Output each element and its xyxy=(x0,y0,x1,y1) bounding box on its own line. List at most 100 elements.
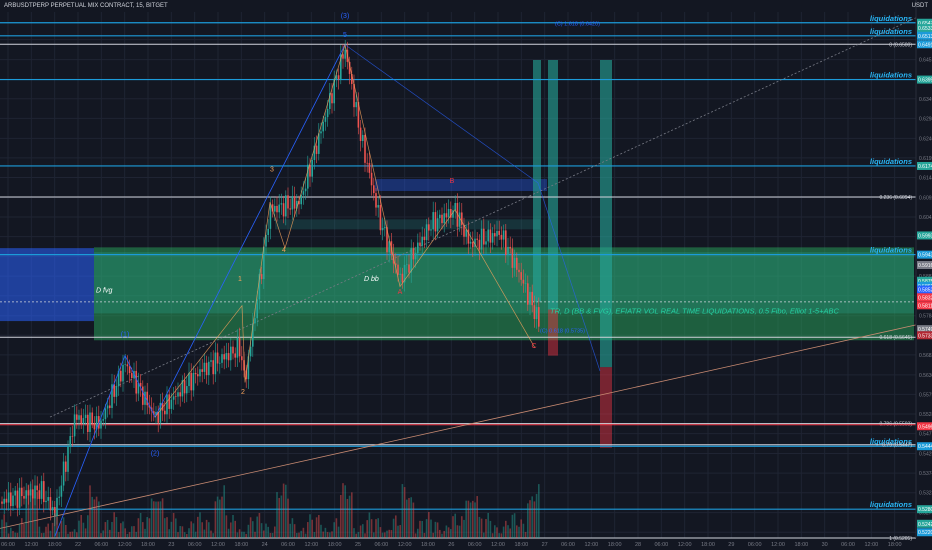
candle-body xyxy=(49,497,52,511)
candle-body xyxy=(291,196,294,210)
candle-body xyxy=(344,49,346,59)
candle-body xyxy=(144,391,146,405)
volume-bar xyxy=(234,520,236,538)
volume-bar xyxy=(340,494,342,538)
volume-bar xyxy=(76,532,78,538)
candle-body xyxy=(357,102,360,128)
volume-bar xyxy=(115,517,118,538)
volume-bar xyxy=(516,525,518,538)
candle-body xyxy=(487,229,489,242)
candle-body xyxy=(223,354,225,360)
volume-bar xyxy=(260,523,263,538)
x-tick-label: 25 xyxy=(355,542,361,548)
candle-body xyxy=(93,423,96,430)
volume-bar xyxy=(190,521,192,538)
candle-body xyxy=(168,394,170,409)
volume-bar xyxy=(232,514,234,538)
volume-bar xyxy=(450,529,452,538)
y-tick-label: 0.6195 xyxy=(919,156,932,162)
volume-bar xyxy=(344,485,346,538)
candle-body xyxy=(71,436,74,437)
volume-bar xyxy=(333,522,335,538)
volume-bar xyxy=(293,524,296,538)
volume-bar xyxy=(434,521,437,538)
volume-bar xyxy=(359,525,362,538)
candle-body xyxy=(318,133,320,154)
volume-bar xyxy=(230,522,232,538)
candle-body xyxy=(447,208,450,218)
candle-body xyxy=(276,205,278,213)
x-tick-label: 12:00 xyxy=(211,542,225,548)
volume-bar xyxy=(62,517,65,538)
candle-body xyxy=(388,241,390,253)
candle-body xyxy=(269,204,272,229)
volume-bar xyxy=(25,498,27,538)
candle-body xyxy=(507,246,509,255)
fib-label: 0 (0.6500) xyxy=(889,42,912,48)
volume-bar xyxy=(80,514,82,538)
candle-body xyxy=(368,162,371,173)
candle-body xyxy=(153,411,155,415)
volume-bar xyxy=(496,527,498,538)
target-label: (C) 0.618 (0.5735) xyxy=(540,329,585,335)
x-tick-label: 06:00 xyxy=(281,542,295,548)
candle-body xyxy=(21,487,23,497)
volume-bar xyxy=(388,529,390,538)
volume-bar xyxy=(12,530,14,538)
analysis-annotation: TR, D (BB & FVG), EFIATR VOL REAL TIME L… xyxy=(550,306,839,315)
price-tag-bg xyxy=(917,331,932,340)
volume-bar xyxy=(509,528,511,538)
volume-bar xyxy=(32,495,34,538)
x-tick-label: 18:00 xyxy=(141,542,155,548)
volume-bar xyxy=(47,523,49,538)
candle-body xyxy=(80,415,82,424)
volume-bar xyxy=(148,518,151,538)
volume-bar xyxy=(373,532,375,538)
volume-bar xyxy=(131,526,133,538)
candle-body xyxy=(265,234,267,247)
volume-bar xyxy=(69,531,71,538)
candle-body xyxy=(157,411,159,423)
volume-bar xyxy=(485,519,487,538)
volume-bar xyxy=(478,516,481,538)
order-block-box xyxy=(375,179,547,192)
volume-bar xyxy=(168,529,170,538)
volume-bar xyxy=(392,518,395,538)
volume-bar xyxy=(278,497,280,538)
price-tag-label: 0.5943 xyxy=(918,253,932,259)
x-tick-label: 22 xyxy=(75,542,81,548)
volume-bar xyxy=(285,484,287,538)
candle-body xyxy=(29,489,32,496)
candle-body xyxy=(102,419,104,421)
volume-bar xyxy=(379,527,382,538)
y-tick-label: 0.6451 xyxy=(919,58,932,64)
candle-body xyxy=(18,487,21,508)
volume-bar xyxy=(326,532,329,538)
supply-box-small xyxy=(275,219,540,230)
x-tick-label: 06:00 xyxy=(94,542,108,548)
candle-body xyxy=(324,117,327,122)
candle-body xyxy=(445,213,448,218)
candle-body xyxy=(456,202,459,227)
volume-bar xyxy=(452,516,454,538)
candle-body xyxy=(172,396,175,400)
candle-body xyxy=(67,446,69,472)
volume-bar xyxy=(381,532,384,538)
volume-bar xyxy=(423,532,426,538)
volume-bar xyxy=(186,533,188,538)
candle-body xyxy=(366,162,368,164)
volume-bar xyxy=(289,523,291,538)
candle-body xyxy=(1,501,3,504)
candle-body xyxy=(84,414,87,419)
volume-bar xyxy=(524,532,527,538)
y-tick-label: 0.5323 xyxy=(919,491,932,497)
volume-bar xyxy=(111,521,113,538)
price-tag-label: 0.6547 xyxy=(918,21,932,27)
x-tick-label: 12:00 xyxy=(118,542,132,548)
volume-bar xyxy=(397,525,399,538)
volume-bar xyxy=(38,526,41,538)
volume-bar xyxy=(507,525,509,538)
volume-bar xyxy=(172,512,175,538)
volume-bar xyxy=(474,502,476,538)
candle-body xyxy=(232,346,234,354)
